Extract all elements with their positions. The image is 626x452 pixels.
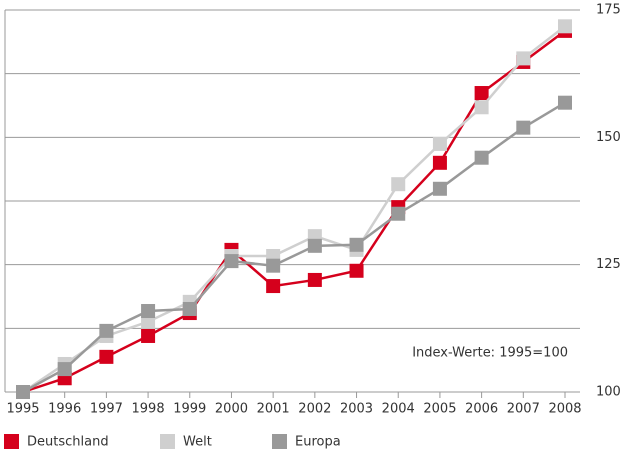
point — [141, 314, 156, 329]
legend-swatch — [272, 434, 287, 449]
point — [391, 206, 406, 221]
point — [16, 385, 30, 399]
y-tick-label: 175 — [596, 3, 621, 18]
point — [391, 177, 406, 192]
y-tick-label: 150 — [596, 130, 621, 145]
point — [266, 279, 281, 294]
point — [474, 86, 489, 101]
annotation: Index-Werte: 1995=100 — [412, 346, 568, 361]
point — [307, 272, 322, 287]
point — [141, 304, 156, 319]
x-tick-label: 2006 — [465, 402, 498, 417]
x-tick-label: 1996 — [48, 402, 81, 417]
y-tick-label: 100 — [596, 385, 621, 400]
legend-swatch — [4, 434, 19, 449]
point — [182, 301, 197, 316]
point — [266, 258, 281, 273]
x-tick-label: 2008 — [548, 402, 581, 417]
x-tick-label: 2007 — [507, 402, 540, 417]
x-tick-label: 1997 — [90, 402, 123, 417]
point — [141, 328, 156, 343]
point — [349, 237, 364, 252]
x-tick-label: 2002 — [298, 402, 331, 417]
x-tick-label: 1999 — [173, 402, 206, 417]
x-tick-label: 2005 — [423, 402, 456, 417]
point — [57, 362, 72, 377]
legend-label: Europa — [295, 435, 341, 450]
point — [432, 155, 447, 170]
point — [516, 51, 531, 66]
legend-label: Deutschland — [27, 435, 109, 450]
point — [99, 349, 114, 364]
x-tick-label: 2001 — [257, 402, 290, 417]
point — [224, 254, 239, 269]
point — [558, 95, 572, 110]
point — [349, 263, 364, 278]
point — [474, 150, 489, 165]
point — [516, 120, 531, 135]
legend-swatch — [160, 434, 175, 449]
x-tick-label: 2000 — [215, 402, 248, 417]
x-tick-label: 1998 — [132, 402, 165, 417]
point — [432, 136, 447, 151]
point — [558, 19, 572, 34]
y-tick-label: 125 — [596, 257, 621, 272]
x-tick-label: 2004 — [382, 402, 415, 417]
point — [474, 100, 489, 115]
legend-label: Welt — [183, 435, 212, 450]
x-tick-label: 2003 — [340, 402, 373, 417]
point — [432, 181, 447, 196]
point — [307, 238, 322, 253]
point — [99, 323, 114, 338]
x-tick-label: 1995 — [6, 402, 39, 417]
